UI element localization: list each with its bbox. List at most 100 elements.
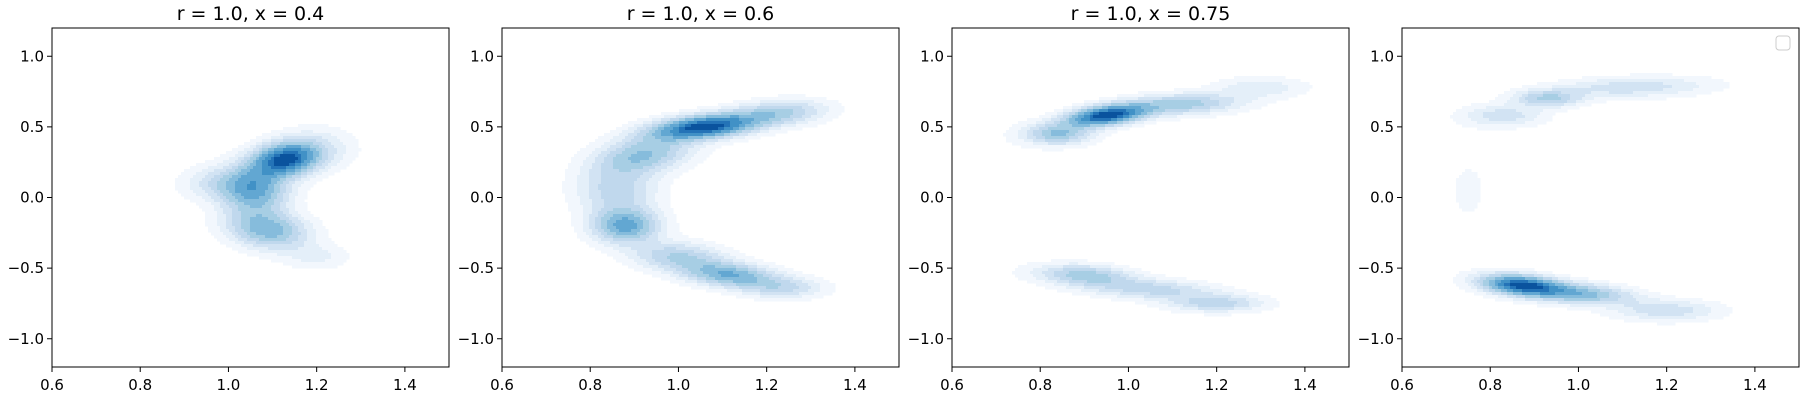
contour-cell [325,139,329,143]
contour-cell [226,217,230,221]
contour-cell [673,268,677,272]
contour-cell [325,166,329,170]
contour-cell [670,250,674,254]
contour-cell [631,175,635,179]
contour-cell [691,115,695,119]
contour-cell [595,199,599,203]
contour-cell [718,256,722,260]
contour-cell [670,217,674,221]
contour-cell [313,265,317,269]
contour-cell [250,250,254,254]
contour-cell [712,133,716,137]
contour-cell [601,241,605,245]
contour-cell [334,265,338,269]
contour-cell [292,244,296,248]
contour-cell [322,124,326,128]
contour-cell [274,190,278,194]
contour-cell [265,160,269,164]
contour-cell [268,223,272,227]
contour-cell [667,247,671,251]
contour-cell [787,289,791,293]
contour-cell [643,136,647,140]
contour-cell [232,178,236,182]
contour-cell [793,94,797,98]
contour-cell [214,235,218,239]
contour-cell [226,190,230,194]
contour-cell [1246,76,1250,80]
contour-cell [787,124,791,128]
contour-cell [208,178,212,182]
contour-cell [268,145,272,149]
contour-cell [604,199,608,203]
contour-cell [682,241,686,245]
contour-cell [610,136,614,140]
contour-cell [613,184,617,188]
contour-cell [661,166,665,170]
contour-cell [730,112,734,116]
contour-cell [643,118,647,122]
contour-cell [280,202,284,206]
contour-cell [274,139,278,143]
contour-cell [658,136,662,140]
contour-cell [637,187,641,191]
contour-cell [634,190,638,194]
contour-cell [295,142,299,146]
contour-cell [799,292,803,296]
contour-cell [628,151,632,155]
contour-cell [322,130,326,134]
contour-cell [301,187,305,191]
contour-cell [721,121,725,125]
contour-cell [649,181,653,185]
contour-cell [652,247,656,251]
contour-cell [232,229,236,233]
contour-cell [238,184,242,188]
contour-cell [685,169,689,173]
contour-cell [184,175,188,179]
contour-cell [598,175,602,179]
contour-cell [793,277,797,281]
contour-cell [292,259,296,263]
contour-cell [826,112,830,116]
contour-cell [289,223,293,227]
contour-cell [580,217,584,221]
contour-cell [217,235,221,239]
contour-cell [220,157,224,161]
contour-cell [682,166,686,170]
contour-cell [292,166,296,170]
contour-cell [1291,82,1295,86]
contour-cell [694,130,698,134]
contour-cell [691,130,695,134]
contour-cell [265,148,269,152]
contour-cell [232,184,236,188]
contour-cell [637,133,641,137]
contour-cell [754,271,758,275]
contour-cell [643,157,647,161]
contour-cell [682,277,686,281]
contour-cell [640,139,644,143]
contour-cell [580,178,584,182]
contour-cell [217,232,221,236]
contour-cell [658,196,662,200]
contour-cell [241,208,245,212]
contour-cell [637,235,641,239]
contour-cell [1252,79,1256,83]
contour-cell [814,280,818,284]
contour-cell [640,226,644,230]
contour-cell [811,292,815,296]
contour-cell [646,166,650,170]
contour-cell [307,265,311,269]
contour-cell [631,253,635,257]
contour-cell [658,238,662,242]
contour-cell [793,118,797,122]
contour-cell [685,262,689,266]
contour-cell [262,142,266,146]
contour-cell [220,235,224,239]
contour-cell [214,220,218,224]
contour-cell [793,274,797,278]
contour-cell [712,241,716,245]
contour-cell [196,196,200,200]
contour-cell [631,232,635,236]
contour-cell [733,250,737,254]
contour-cell [625,220,629,224]
contour-cell [622,193,626,197]
